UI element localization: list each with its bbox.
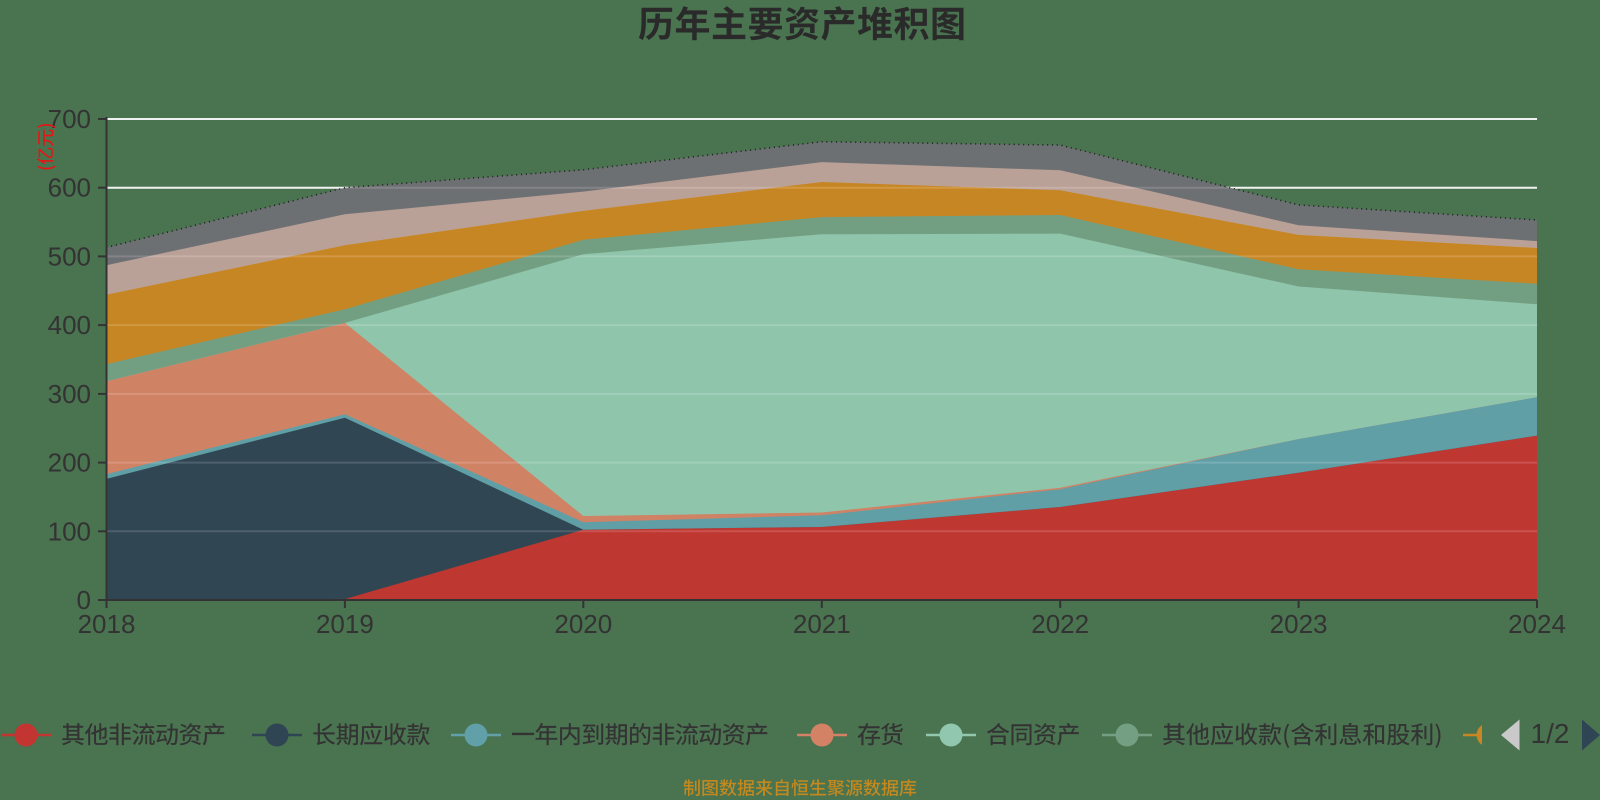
svg-text:0: 0 <box>77 585 91 615</box>
svg-text:2022: 2022 <box>1031 609 1089 639</box>
svg-text:700: 700 <box>48 104 91 134</box>
svg-text:1/2: 1/2 <box>1531 718 1570 749</box>
svg-text:2023: 2023 <box>1270 609 1328 639</box>
svg-text:100: 100 <box>48 516 91 546</box>
svg-text:600: 600 <box>48 173 91 203</box>
svg-text:2018: 2018 <box>78 609 136 639</box>
svg-text:2019: 2019 <box>316 609 374 639</box>
svg-text:200: 200 <box>48 448 91 478</box>
svg-text:2021: 2021 <box>793 609 851 639</box>
svg-text:2020: 2020 <box>554 609 612 639</box>
svg-text:2024: 2024 <box>1508 609 1566 639</box>
svg-text:300: 300 <box>48 379 91 409</box>
svg-text:400: 400 <box>48 310 91 340</box>
svg-text:500: 500 <box>48 241 91 271</box>
